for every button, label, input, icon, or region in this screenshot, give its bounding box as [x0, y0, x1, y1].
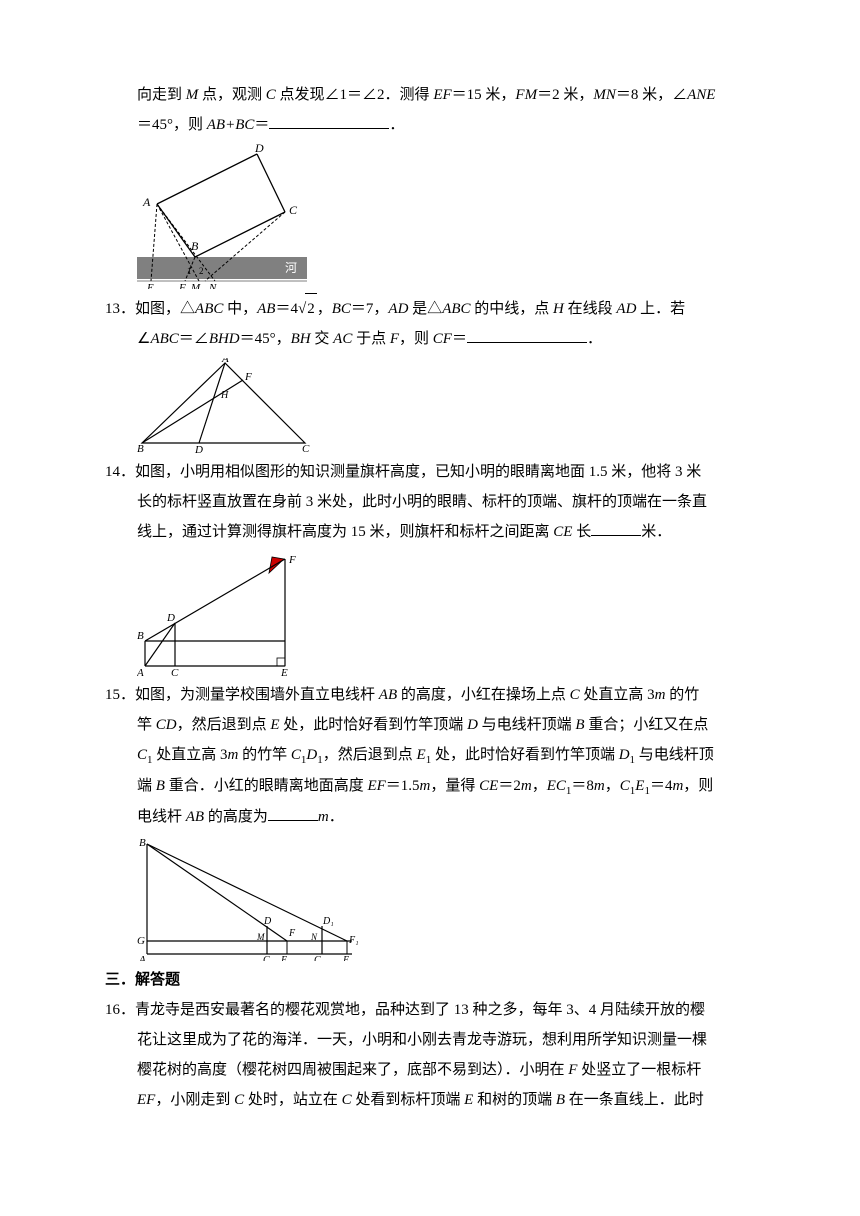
- q14-line2: 长的标杆竖直放置在身前 3 米处，此时小明的眼睛、标杆的顶端、旗杆的顶端在一条直: [105, 487, 755, 517]
- svg-text:M: M: [190, 282, 201, 289]
- svg-text:A: A: [138, 954, 146, 961]
- svg-text:F: F: [288, 554, 296, 566]
- svg-text:D₁: D₁: [322, 916, 334, 927]
- svg-text:B: B: [137, 630, 144, 642]
- q15-line4: 端 B 重合．小红的眼睛离地面高度 EF＝1.5m，量得 CE＝2m，EC1＝8…: [105, 771, 755, 802]
- svg-text:E: E: [146, 282, 154, 289]
- svg-text:M: M: [256, 932, 265, 942]
- svg-text:C: C: [302, 443, 310, 453]
- figure-q14: A B C D E F: [137, 551, 755, 676]
- svg-text:C: C: [263, 955, 270, 961]
- svg-text:F: F: [288, 928, 296, 939]
- svg-text:A: A: [221, 358, 229, 365]
- figure-q15: B G A C E D M F C₁ D₁ N E₁ F₁: [137, 836, 755, 961]
- q16-line1: 16．青龙寺是西安最著名的樱花观赏地，品种达到了 13 种之多，每年 3、4 月…: [105, 995, 755, 1025]
- q14-line1: 14．如图，小明用相似图形的知识测量旗杆高度，已知小明的眼睛离地面 1.5 米，…: [105, 457, 755, 487]
- svg-text:N: N: [208, 282, 217, 289]
- svg-text:A: A: [137, 667, 144, 676]
- q15-line2: 竿 CD，然后退到点 E 处，此时恰好看到竹竿顶端 D 与电线杆顶端 B 重合；…: [105, 710, 755, 740]
- blank-answer: [269, 113, 389, 129]
- svg-text:D: D: [263, 916, 272, 927]
- svg-text:F₁: F₁: [348, 935, 359, 946]
- var-FM: FM: [515, 87, 537, 103]
- svg-text:G: G: [137, 935, 145, 947]
- q15-line3: C1 处直立高 3m 的竹竿 C1D1，然后退到点 E1 处，此时恰好看到竹竿顶…: [105, 740, 755, 771]
- var-EF: EF: [433, 87, 451, 103]
- var-ANE: ANE: [687, 87, 715, 103]
- var-MN: MN: [593, 87, 616, 103]
- svg-text:E: E: [280, 667, 288, 676]
- blank-answer-q14: [591, 520, 641, 536]
- q16-line3: 樱花树的高度（樱花树四周被围起来了，底部不易到达）．小明在 F 处竖立了一根标杆: [105, 1055, 755, 1085]
- var-M: M: [186, 87, 199, 103]
- q12-continuation-line1: 向走到 M 点，观测 C 点发现∠1＝∠2．测得 EF＝15 米，FM＝2 米，…: [105, 80, 755, 110]
- q16-line4: EF，小刚走到 C 处时，站立在 C 处看到标杆顶端 E 和树的顶端 B 在一条…: [105, 1085, 755, 1115]
- section-3-heading: 三．解答题: [105, 965, 755, 995]
- q13-line1: 13．如图，△ABC 中，AB＝42，BC＝7，AD 是△ABC 的中线，点 H…: [105, 293, 755, 324]
- svg-text:D: D: [254, 144, 264, 155]
- svg-text:E: E: [280, 955, 287, 961]
- svg-text:B: B: [137, 443, 144, 453]
- svg-text:D: D: [166, 612, 175, 624]
- var-C: C: [266, 87, 276, 103]
- q14-line3: 线上，通过计算测得旗杆高度为 15 米，则旗杆和标杆之间距离 CE 长米．: [105, 517, 755, 547]
- q13-line2: ∠ABC＝∠BHD＝45°，BH 交 AC 于点 F，则 CF＝．: [105, 324, 755, 354]
- q16-line2: 花让这里成为了花的海洋．一天，小明和小刚去青龙寺游玩，想利用所学知识测量一棵: [105, 1025, 755, 1055]
- svg-text:F: F: [244, 371, 252, 383]
- figure-q12: 河 A B C D E F M N 1 2: [137, 144, 755, 289]
- var-AB-BC: AB+BC: [207, 117, 255, 133]
- blank-answer-q13: [467, 327, 587, 343]
- svg-text:2: 2: [199, 266, 204, 276]
- svg-text:N: N: [310, 932, 318, 942]
- svg-text:B: B: [191, 239, 199, 253]
- svg-text:C₁: C₁: [314, 955, 324, 961]
- svg-text:E₁: E₁: [342, 955, 353, 961]
- svg-text:B: B: [139, 837, 146, 849]
- river-label: 河: [285, 261, 297, 275]
- q12-continuation-line2: ＝45°，则 AB+BC＝．: [105, 110, 755, 140]
- q15-line1: 15．如图，为测量学校围墙外直立电线杆 AB 的高度，小红在操场上点 C 处直立…: [105, 680, 755, 710]
- svg-text:F: F: [178, 282, 186, 289]
- svg-text:1: 1: [187, 266, 192, 276]
- svg-text:C: C: [289, 203, 298, 217]
- q15-line5: 电线杆 AB 的高度为m．: [105, 802, 755, 832]
- svg-text:A: A: [142, 195, 151, 209]
- figure-q13: A B C D F H: [137, 358, 755, 453]
- svg-text:C: C: [171, 667, 179, 676]
- svg-text:D: D: [194, 444, 203, 453]
- blank-answer-q15: [268, 805, 318, 821]
- svg-text:H: H: [220, 390, 229, 401]
